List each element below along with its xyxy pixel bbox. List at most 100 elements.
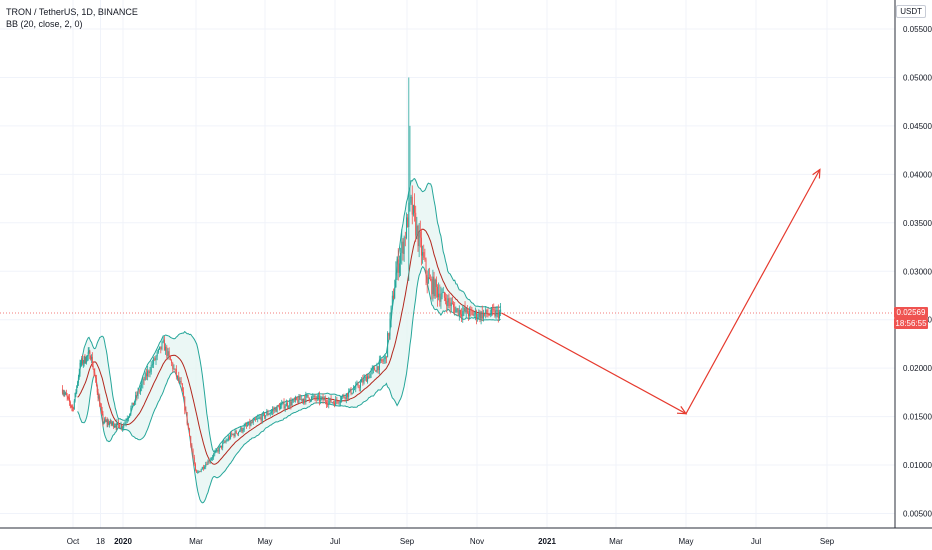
x-tick-label: May xyxy=(257,537,272,546)
candle-body xyxy=(63,393,65,394)
candle-body xyxy=(125,421,127,423)
candle-body xyxy=(190,436,192,446)
candle-body xyxy=(394,287,396,299)
candle-body xyxy=(113,426,115,427)
grid xyxy=(0,0,895,528)
candle-body xyxy=(248,421,250,426)
y-tick-label: 0.05000 xyxy=(903,73,932,82)
candle-body xyxy=(402,241,404,254)
candle-body xyxy=(301,398,303,401)
candle-body xyxy=(449,302,451,306)
candle-body xyxy=(361,379,363,383)
arrow-drawing[interactable] xyxy=(501,168,821,415)
candle-body xyxy=(196,469,198,473)
candle-body xyxy=(65,392,67,396)
candle-body xyxy=(412,205,414,215)
candle-body xyxy=(62,393,64,394)
x-tick-label: 18 xyxy=(96,537,105,546)
candle-body xyxy=(363,378,365,383)
candle-body xyxy=(108,421,110,425)
candle-body xyxy=(365,376,367,382)
candle-body xyxy=(459,310,461,315)
candle-body xyxy=(81,358,83,364)
candle-body xyxy=(345,393,347,399)
candle-body xyxy=(327,403,329,405)
candle-body xyxy=(79,362,81,374)
candle-body xyxy=(243,426,245,431)
candle-body xyxy=(319,395,321,402)
candle-body xyxy=(96,385,98,393)
candle-body xyxy=(455,309,457,313)
last-price-label: 0.02569 xyxy=(894,307,928,318)
candle-body xyxy=(335,399,337,406)
candle-body xyxy=(178,375,180,382)
indicator-label[interactable]: BB (20, close, 2, 0) xyxy=(6,19,83,29)
candle-body xyxy=(84,356,86,363)
candle-body xyxy=(194,464,196,470)
candle-body xyxy=(446,300,448,307)
candle-body xyxy=(443,292,445,298)
candle-body xyxy=(74,392,76,401)
candle-body xyxy=(153,358,155,365)
candle-body xyxy=(457,308,459,316)
candle-body xyxy=(93,369,95,373)
candle-body xyxy=(256,419,258,420)
forecast-arrow-path[interactable] xyxy=(501,169,821,415)
x-axis[interactable]: Oct 18 2020 Mar May Jul Sep Nov 2021 Mar May Jul Sep xyxy=(0,527,932,546)
candle-body xyxy=(292,399,294,402)
candle-body xyxy=(403,237,405,254)
candle-body xyxy=(359,382,361,388)
candle-body xyxy=(298,396,300,403)
candle-body xyxy=(151,364,153,366)
candle-body xyxy=(435,279,437,287)
symbol-title[interactable]: TRON / TetherUS, 1D, BINANCE xyxy=(6,7,138,17)
candle-body xyxy=(342,395,344,398)
candle-body xyxy=(309,400,311,402)
candle-body xyxy=(269,412,271,415)
candle-body xyxy=(313,395,315,397)
candle-body xyxy=(204,467,206,469)
candle-body xyxy=(177,375,179,377)
candle-body xyxy=(472,311,474,316)
candle-body xyxy=(300,398,302,400)
candle-body xyxy=(85,362,87,363)
candle-body xyxy=(500,309,502,312)
y-axis[interactable]: 0.05500 0.05000 0.04500 0.04000 0.03500 0.030… xyxy=(894,0,932,528)
candle-body xyxy=(438,293,440,298)
x-tick-label: 2021 xyxy=(538,537,556,546)
candle-body xyxy=(209,459,211,462)
candle-body xyxy=(293,399,295,401)
candle-body xyxy=(193,457,195,465)
candle-body xyxy=(423,252,425,258)
candle-body xyxy=(320,398,322,402)
candle-body xyxy=(380,359,382,361)
candle-body xyxy=(179,381,181,382)
candle-body xyxy=(249,421,251,426)
candle-body xyxy=(132,402,134,405)
arrow-head-mid xyxy=(676,406,688,415)
candle-body xyxy=(136,395,138,397)
candle-body xyxy=(420,237,422,256)
candle-body xyxy=(232,434,234,435)
candle-body xyxy=(290,401,292,406)
candle-body xyxy=(267,412,269,415)
candle-body xyxy=(217,450,219,452)
candle-body xyxy=(289,401,291,407)
candle-body xyxy=(221,445,223,448)
currency-label[interactable]: USDT xyxy=(896,5,926,18)
candle-body xyxy=(129,413,131,417)
candle-body xyxy=(77,377,79,383)
y-tick-label: 0.04000 xyxy=(903,170,932,179)
candle-body xyxy=(465,308,467,312)
candle-body xyxy=(174,368,176,370)
candle-body xyxy=(469,309,471,316)
candle-body xyxy=(280,405,282,410)
bollinger-bands xyxy=(77,177,501,504)
candle-body xyxy=(368,376,370,379)
candle-body xyxy=(440,296,442,302)
candle-body xyxy=(418,231,420,247)
candle-body xyxy=(427,277,429,283)
candle-body xyxy=(106,420,108,424)
candle-body xyxy=(235,431,237,434)
